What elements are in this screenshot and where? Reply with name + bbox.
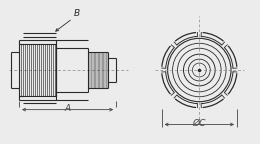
Text: B: B	[74, 8, 80, 18]
Text: ØC: ØC	[193, 119, 206, 127]
Text: A: A	[64, 104, 71, 113]
